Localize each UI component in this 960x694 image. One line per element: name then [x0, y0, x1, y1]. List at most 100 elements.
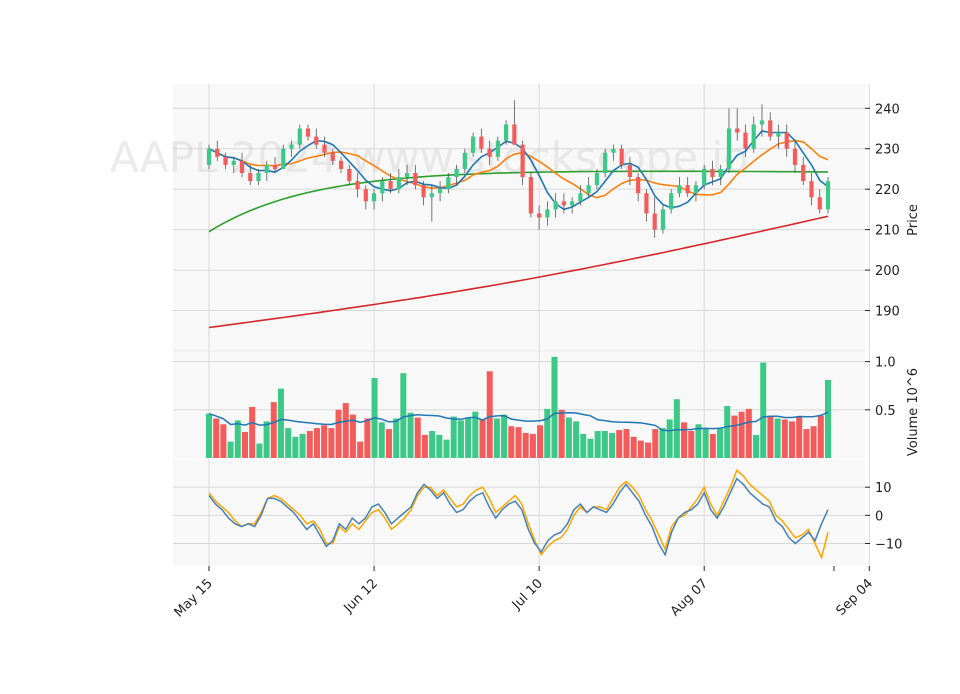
candle [454, 164, 459, 186]
volume-bar [263, 421, 270, 458]
price-tick-label: 230 [875, 143, 900, 158]
volume-bar [645, 442, 652, 458]
volume-bar [292, 436, 299, 458]
volume-bar [220, 424, 227, 458]
volume-bar [414, 417, 421, 458]
volume-bar [637, 440, 644, 458]
volume-bar [760, 362, 767, 458]
volume-bar [465, 417, 472, 458]
volume-bar [529, 433, 536, 458]
volume-bar [609, 432, 616, 458]
candle [248, 164, 253, 186]
candle [264, 160, 269, 182]
volume-bar [407, 412, 414, 458]
volume-bar [724, 405, 731, 458]
candle [636, 173, 641, 202]
candle [768, 112, 773, 141]
volume-bar [342, 403, 349, 458]
volume-tick-label: 0.5 [875, 404, 896, 419]
volume-bar [745, 408, 752, 458]
volume-bar [378, 422, 385, 458]
volume-bar [594, 431, 601, 458]
volume-bars [206, 356, 831, 458]
price-tick-label: 220 [875, 183, 900, 198]
candle [446, 173, 451, 194]
volume-bar [249, 406, 256, 458]
candle [404, 164, 410, 186]
candle [388, 173, 393, 194]
volume-bar [796, 416, 803, 458]
volume-bar [695, 424, 702, 458]
volume-bar [234, 420, 241, 458]
volume-bar [558, 409, 565, 458]
volume-bar [206, 413, 212, 458]
volume-bar [522, 432, 529, 458]
oscillator-line-a [208, 477, 829, 557]
price-tick-label: 190 [875, 305, 900, 320]
candle [504, 120, 509, 145]
candle [710, 160, 715, 186]
candle [363, 185, 368, 210]
candle [594, 168, 600, 190]
candle [726, 108, 732, 173]
volume-bar [285, 428, 292, 458]
candle [817, 189, 822, 214]
candle [355, 173, 360, 198]
volume-bar [666, 419, 673, 458]
volume-bar [436, 434, 443, 458]
volume-bar [277, 388, 284, 458]
volume-bar [659, 428, 666, 458]
volume-bar [652, 429, 659, 458]
volume-bar [767, 416, 774, 458]
volume-bar [601, 431, 608, 458]
candle [784, 124, 789, 157]
candle [314, 128, 319, 149]
volume-bar [810, 426, 817, 458]
x-tick-label: Sep 04 [834, 576, 877, 619]
volume-bar [565, 417, 572, 458]
candle [759, 104, 765, 137]
volume-bar [335, 409, 342, 458]
candle [512, 100, 517, 145]
panel-backgrounds [173, 84, 865, 566]
volume-bar [450, 416, 457, 458]
candle [256, 168, 261, 186]
volume-bar [227, 441, 234, 458]
candle [669, 189, 674, 214]
osc-tick-label: 10 [875, 481, 892, 496]
price-axis-label: Price [906, 204, 921, 236]
candle [792, 140, 798, 173]
volume-bar [573, 421, 580, 458]
volume-bar [781, 419, 788, 458]
candle [743, 124, 748, 157]
candle [462, 148, 467, 173]
volume-bar [544, 408, 551, 458]
candle [561, 193, 566, 214]
volume-bar [349, 414, 356, 458]
volume-bar [457, 420, 464, 458]
volume-bar [738, 411, 745, 458]
volume-bar [515, 427, 522, 458]
candle [611, 144, 616, 161]
osc-tick-label: 0 [875, 509, 883, 524]
ma-short-line [208, 130, 829, 211]
candle [479, 128, 484, 153]
volume-bar [213, 418, 220, 458]
watermark: AAPL 2024 www.stockscope.io [110, 133, 749, 182]
candle [437, 181, 443, 202]
price-tick-label: 210 [875, 224, 900, 239]
x-tick-label: May 15 [172, 576, 216, 620]
candle [421, 181, 426, 206]
candle [619, 144, 624, 169]
candle [652, 197, 657, 238]
candle [570, 197, 575, 214]
price-tick-label: 200 [875, 264, 900, 279]
volume-tick-label: 1.0 [875, 356, 896, 371]
volume-bar [551, 356, 558, 458]
volume-bar [587, 438, 594, 458]
volume-bar [472, 411, 479, 458]
candle [487, 140, 492, 165]
candle [537, 205, 542, 230]
volume-bar [328, 428, 335, 458]
